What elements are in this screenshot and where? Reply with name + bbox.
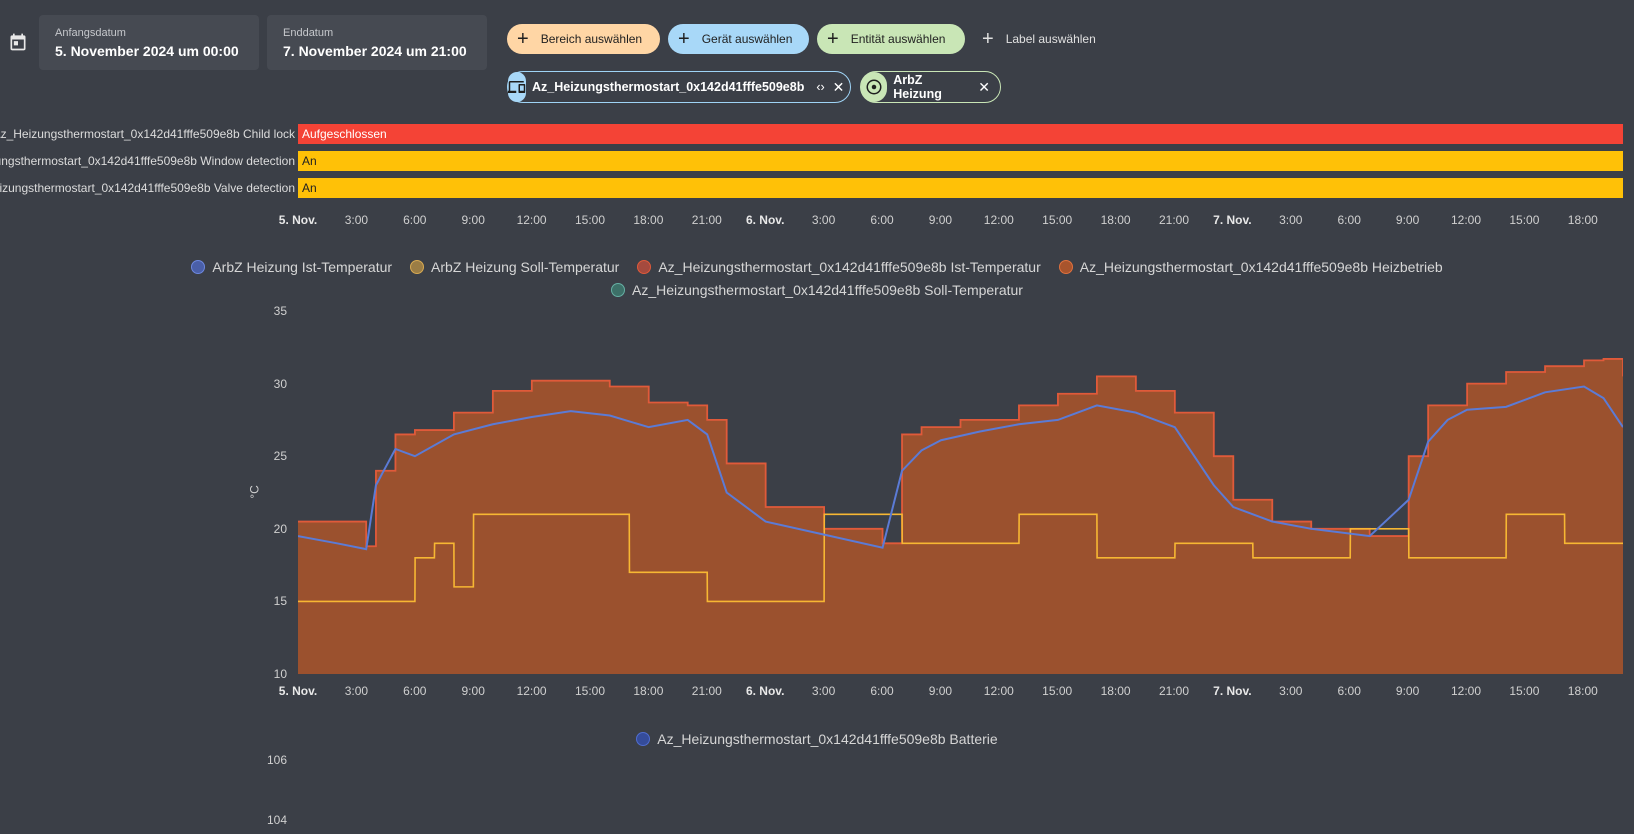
x-tick-label: 6:00 [870, 684, 894, 698]
device-icon [508, 72, 526, 102]
x-tick-label: 21:00 [1158, 213, 1190, 227]
series-line[interactable] [298, 513, 1623, 603]
x-tick-label: 5. Nov. [278, 213, 318, 227]
x-tick-label: 18:00 [1100, 213, 1131, 227]
x-tick-label: 18:00 [633, 213, 664, 227]
series-line[interactable] [298, 358, 1623, 548]
x-tick-label: 3:00 [811, 684, 836, 698]
choose-area-button[interactable]: + Bereich auswählen [507, 24, 660, 54]
x-tick-label: 18:00 [1100, 684, 1131, 698]
x-tick-label: 15:00 [574, 684, 606, 698]
x-tick-label: 6. Nov. [745, 213, 785, 227]
timeline-bar[interactable]: Aufgeschlossen [298, 124, 1623, 144]
legend-item[interactable]: Az_Heizungsthermostart_0x142d41fffe509e8… [1058, 259, 1443, 275]
y-tick-label: 25 [273, 449, 287, 464]
chart-legend: Az_Heizungsthermostart_0x142d41fffe509e8… [0, 282, 1634, 298]
calendar-icon[interactable] [8, 32, 28, 52]
choose-device-button[interactable]: + Gerät auswählen [668, 24, 809, 54]
close-icon[interactable]: ✕ [978, 78, 990, 95]
x-tick-label: 6. Nov. [745, 684, 785, 698]
x-tick-label: 21:00 [691, 684, 722, 698]
x-tick-label: 9:00 [461, 684, 485, 698]
start-date-field[interactable]: Anfangsdatum 5. November 2024 um 00:00 [39, 15, 259, 70]
x-tick-label: 3:00 [1279, 684, 1303, 698]
x-tick-label: 18:00 [633, 684, 664, 698]
x-tick-label: 12:00 [1450, 213, 1482, 227]
y-tick-label: 15 [273, 594, 287, 609]
x-tick-label: 6:00 [403, 213, 427, 227]
end-date-label: Enddatum [283, 27, 334, 39]
timeline-row-label: Az_Heizungsthermostart_0x142d41fffe509e8… [0, 181, 295, 195]
timeline-bar[interactable]: An [298, 178, 1623, 198]
legend-item[interactable]: ArbZ Heizung Ist-Temperatur [191, 259, 392, 275]
plus-icon: + [517, 28, 529, 50]
x-tick-label: 15:00 [1042, 684, 1073, 698]
x-tick-label: 3:00 [1279, 213, 1303, 227]
battery-legend: Az_Heizungsthermostart_0x142d41fffe509e8… [0, 731, 1634, 747]
x-tick-label: 12:00 [516, 684, 547, 698]
x-tick-label: 3:00 [344, 213, 369, 227]
x-tick-label: 9:00 [1395, 684, 1420, 698]
x-tick-label: 12:00 [516, 213, 547, 227]
x-tick-label: 15:00 [574, 213, 606, 227]
y-tick-label: 106 [266, 753, 287, 767]
x-tick-label: 12:00 [983, 684, 1014, 698]
selected-entity-chip[interactable]: ArbZ Heizung ✕ [860, 71, 1001, 103]
x-tick-label: 6:00 [403, 684, 427, 698]
x-tick-label: 12:00 [1450, 684, 1482, 698]
x-tick-label: 9:00 [928, 684, 953, 698]
x-tick-label: 9:00 [461, 213, 485, 227]
x-tick-label: 12:00 [983, 213, 1014, 227]
x-tick-label: 5. Nov. [278, 684, 318, 698]
end-date-field[interactable]: Enddatum 7. November 2024 um 21:00 [267, 15, 487, 70]
expand-icon[interactable]: ‹› [816, 80, 825, 94]
y-tick-label: 30 [273, 376, 287, 391]
start-date-value: 5. November 2024 um 00:00 [55, 43, 239, 59]
y-tick-label: 10 [273, 667, 287, 681]
y-tick-label: 35 [273, 304, 287, 318]
close-icon[interactable]: ✕ [832, 78, 845, 95]
x-tick-label: 3:00 [811, 213, 836, 227]
x-tick-label: 3:00 [344, 684, 369, 698]
series-line[interactable] [298, 385, 1623, 551]
x-tick-label: 21:00 [691, 213, 722, 227]
heating-area[interactable] [298, 358, 1623, 674]
legend-item[interactable]: Az_Heizungsthermostart_0x142d41fffe509e8… [611, 282, 1023, 298]
y-tick-label: 104 [266, 813, 287, 827]
timeline-row-label: Az_Heizungsthermostart_0x142d41fffe509e8… [0, 127, 295, 141]
x-tick-label: 18:00 [1567, 684, 1598, 698]
selected-device-chip[interactable]: Az_Heizungsthermostart_0x142d41fffe509e8… [507, 71, 851, 103]
start-date-label: Anfangsdatum [55, 27, 126, 39]
x-tick-label: 7. Nov. [1213, 684, 1252, 698]
x-tick-label: 6:00 [870, 213, 894, 227]
choose-label-button[interactable]: + Label auswählen [982, 28, 1096, 50]
x-tick-label: 7. Nov. [1213, 213, 1252, 227]
plus-icon: + [982, 28, 994, 50]
timeline-row-label: Az_Heizungsthermostart_0x142d41fffe509e8… [0, 154, 295, 168]
x-tick-label: 6:00 [1337, 213, 1361, 227]
end-date-value: 7. November 2024 um 21:00 [283, 43, 467, 59]
x-tick-label: 6:00 [1337, 684, 1361, 698]
legend-item[interactable]: Az_Heizungsthermostart_0x142d41fffe509e8… [636, 731, 998, 747]
legend-item[interactable]: ArbZ Heizung Soll-Temperatur [410, 259, 619, 275]
plus-icon: + [678, 28, 690, 50]
x-tick-label: 9:00 [1395, 213, 1420, 227]
legend-item[interactable]: Az_Heizungsthermostart_0x142d41fffe509e8… [637, 259, 1041, 275]
y-axis-label: °C [247, 485, 262, 499]
x-tick-label: 15:00 [1509, 684, 1540, 698]
x-tick-label: 15:00 [1509, 213, 1540, 227]
x-tick-label: 21:00 [1158, 684, 1190, 698]
x-tick-label: 15:00 [1042, 213, 1073, 227]
timeline-bar[interactable]: An [298, 151, 1623, 171]
x-tick-label: 9:00 [928, 213, 953, 227]
temperature-chart[interactable] [298, 311, 1623, 674]
choose-entity-button[interactable]: + Entität auswählen [817, 24, 965, 54]
chart-legend: ArbZ Heizung Ist-Temperatur ArbZ Heizung… [0, 259, 1634, 275]
climate-icon [861, 72, 888, 102]
x-tick-label: 18:00 [1567, 213, 1598, 227]
plus-icon: + [827, 28, 839, 50]
y-tick-label: 20 [273, 521, 287, 536]
